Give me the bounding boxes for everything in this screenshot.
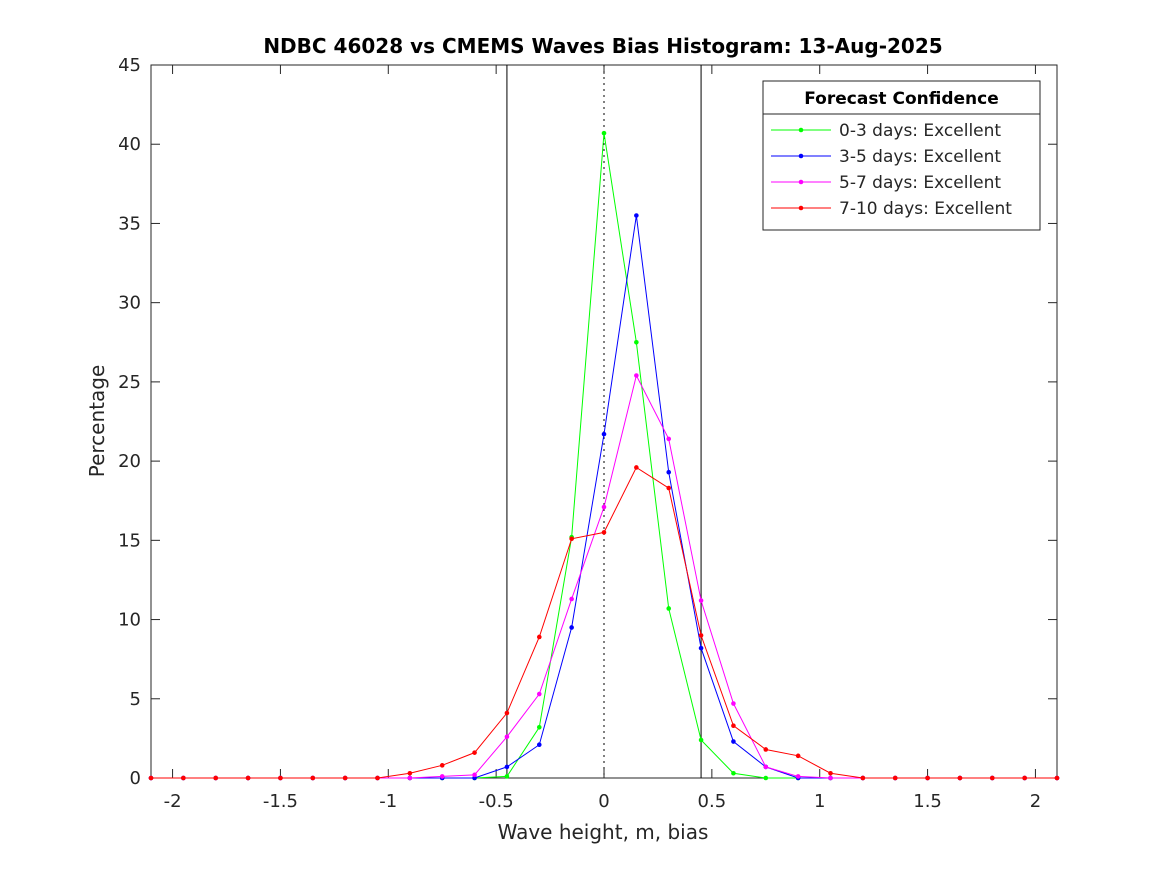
data-point: [569, 536, 574, 542]
data-point: [536, 634, 542, 640]
data-point: [666, 606, 672, 611]
data-point: [472, 772, 477, 778]
data-point: [148, 775, 154, 781]
legend-item: 7-10 days: Excellent: [771, 199, 1012, 219]
x-tick-label: -0.5: [479, 791, 514, 812]
data-point: [342, 775, 348, 781]
y-tick-label: 35: [118, 213, 141, 234]
chart-title: NDBC 46028 vs CMEMS Waves Bias Histogram…: [263, 34, 942, 58]
data-point: [731, 701, 736, 706]
y-axis-label: Percentage: [85, 365, 109, 478]
data-point: [504, 774, 510, 779]
data-point: [245, 775, 251, 781]
data-point: [925, 775, 930, 781]
legend-label: 3-5 days: Excellent: [839, 147, 1001, 167]
x-tick-label: -2: [164, 791, 182, 812]
data-point: [795, 753, 801, 759]
data-point: [828, 770, 833, 776]
y-tick-label: 0: [130, 768, 141, 789]
legend-item: 3-5 days: Excellent: [771, 147, 1001, 167]
data-point: [536, 724, 542, 730]
x-tick-label: 1: [814, 791, 825, 812]
data-point: [1022, 775, 1027, 781]
data-point: [601, 130, 607, 136]
data-point: [731, 739, 736, 744]
data-point: [375, 775, 380, 781]
data-point: [504, 764, 510, 770]
data-point: [472, 750, 477, 755]
legend-item: 5-7 days: Excellent: [771, 173, 1001, 193]
data-point: [536, 691, 542, 697]
data-point: [634, 465, 639, 470]
y-tick-label: 20: [118, 451, 141, 472]
data-point: [666, 485, 672, 491]
data-point: [439, 763, 445, 768]
data-point: [763, 747, 769, 752]
data-point: [763, 764, 769, 770]
legend: Forecast Confidence 0-3 days: Excellent 3-…: [762, 80, 1041, 231]
data-point: [795, 774, 801, 779]
data-point: [698, 737, 704, 743]
data-point: [504, 710, 510, 716]
data-point: [666, 469, 672, 475]
data-point: [601, 530, 607, 535]
legend-label: 5-7 days: Excellent: [839, 173, 1001, 193]
data-point: [698, 633, 704, 638]
legend-label: 0-3 days: Excellent: [839, 121, 1001, 141]
data-point: [601, 504, 607, 510]
data-point: [407, 775, 413, 781]
x-axis-label: Wave height, m, bias: [498, 820, 709, 844]
data-point: [601, 431, 607, 437]
data-point: [407, 770, 413, 776]
y-tick-label: 30: [118, 293, 141, 314]
data-point: [1054, 775, 1060, 781]
data-point: [634, 339, 639, 345]
data-point: [310, 775, 316, 781]
legend-title: Forecast Confidence: [804, 89, 999, 109]
data-point: [666, 436, 672, 442]
x-tick-label: -1.5: [263, 791, 298, 812]
data-point: [731, 770, 736, 776]
data-point: [828, 775, 833, 781]
legend-item: 0-3 days: Excellent: [771, 121, 1001, 141]
x-tick-label: 0: [598, 791, 609, 812]
series-4: [148, 465, 1060, 781]
y-tick-label: 5: [130, 689, 141, 710]
data-point: [860, 775, 866, 781]
y-tick-label: 15: [118, 530, 141, 551]
legend-marker: [798, 205, 804, 211]
data-point: [278, 775, 283, 781]
data-point: [634, 373, 639, 378]
data-point: [472, 775, 477, 781]
y-tick-label: 40: [118, 134, 141, 155]
data-point: [181, 775, 186, 781]
data-point: [536, 742, 542, 748]
data-point: [439, 774, 445, 779]
y-tick-label: 45: [118, 55, 141, 76]
data-point: [504, 734, 510, 740]
x-tick-label: 2: [1030, 791, 1041, 812]
data-point: [213, 775, 219, 781]
legend-marker: [798, 153, 804, 159]
legend-label: 7-10 days: Excellent: [839, 199, 1012, 219]
data-point: [698, 598, 704, 603]
x-tick-label: -1: [379, 791, 397, 812]
legend-marker: [798, 127, 804, 133]
x-tick-label: 1.5: [913, 791, 942, 812]
y-tick-label: 10: [118, 610, 141, 631]
data-point: [957, 775, 963, 781]
data-point: [892, 775, 898, 781]
data-point: [763, 775, 769, 781]
data-point: [634, 213, 639, 218]
data-point: [698, 645, 704, 651]
legend-marker: [798, 179, 804, 185]
x-tick-label: 0.5: [698, 791, 727, 812]
data-point: [569, 625, 574, 630]
y-tick-label: 25: [118, 372, 141, 393]
data-point: [731, 723, 736, 729]
data-point: [569, 596, 574, 602]
data-point: [989, 775, 995, 781]
